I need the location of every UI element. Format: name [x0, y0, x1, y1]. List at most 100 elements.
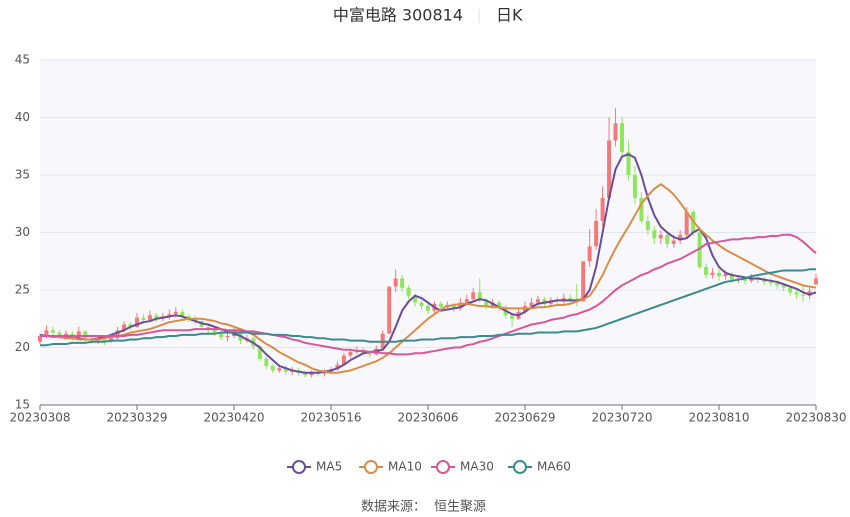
candle-body	[684, 211, 689, 235]
candle-body	[38, 336, 42, 342]
candle-body	[587, 246, 592, 262]
candle-body	[309, 372, 314, 376]
candle-body	[283, 368, 288, 372]
candle-body	[173, 311, 178, 315]
y-tick-label: 45	[15, 53, 30, 67]
candle-body	[219, 332, 224, 338]
candle-body	[63, 333, 68, 336]
candle-body	[387, 286, 392, 334]
grid: 15 20 25 30 35 40 45 20230308 20230329 20230420 20…	[9, 53, 846, 425]
period-label: 日K	[496, 6, 523, 25]
source-label: 数据来源：	[361, 500, 426, 515]
candle-body	[768, 281, 773, 284]
candle-body	[154, 315, 159, 319]
x-tick-label: 20230420	[203, 411, 264, 425]
candle-body	[678, 234, 683, 241]
legend-marker	[364, 460, 378, 474]
candle-body	[497, 302, 502, 308]
candle-body	[710, 272, 715, 276]
x-tick-label: 20230329	[106, 411, 167, 425]
legend-marker	[292, 460, 306, 474]
candle-body	[581, 261, 586, 302]
candle-body	[729, 273, 734, 280]
candle-body	[393, 278, 398, 287]
candle-body	[186, 316, 191, 319]
y-tick-label: 20	[15, 340, 30, 354]
x-tick-label: 20230720	[591, 411, 652, 425]
candle-body	[413, 295, 418, 303]
candle-body	[484, 300, 489, 307]
ma-line	[40, 233, 817, 356]
candle-body	[742, 278, 747, 281]
candle-body	[788, 287, 793, 293]
y-tick-label: 30	[15, 225, 30, 239]
candle-body	[568, 298, 573, 301]
candle-body	[277, 368, 282, 371]
candle-body	[115, 330, 120, 339]
legend-label: MA10	[388, 460, 422, 474]
candle-body	[471, 292, 476, 300]
y-tick-label: 25	[15, 283, 30, 297]
candle-body	[348, 352, 353, 356]
candle-body	[658, 234, 663, 239]
candle-body	[652, 230, 657, 239]
candle-body	[775, 283, 780, 286]
candle-body	[620, 123, 624, 152]
candle-body	[147, 315, 152, 320]
legend-label: MA30	[460, 460, 494, 474]
chart-title: 中富电路 300814	[333, 6, 463, 25]
candle-body	[535, 299, 540, 303]
candle-body	[50, 330, 55, 333]
candle-body	[671, 240, 676, 244]
candle-body	[83, 331, 88, 339]
candle-body	[807, 291, 812, 296]
candle-body	[607, 140, 612, 198]
candle-body	[122, 324, 127, 331]
candle-body	[270, 365, 275, 371]
candle-body	[626, 152, 631, 175]
candle-body	[645, 221, 650, 231]
x-tick-label: 20230629	[494, 411, 555, 425]
candle-body	[594, 221, 599, 247]
candle-body	[180, 311, 185, 317]
candle-body	[464, 299, 469, 303]
candle-body	[542, 299, 547, 304]
candle-body	[400, 278, 405, 288]
candle-body	[264, 359, 269, 366]
candle-body	[458, 302, 463, 309]
candle-body	[794, 292, 799, 295]
candle-body	[717, 272, 721, 277]
candle-body	[303, 372, 308, 376]
candle-body	[438, 303, 443, 308]
y-tick-label: 35	[15, 168, 30, 182]
candle-body	[102, 339, 107, 342]
candle-body	[704, 267, 709, 276]
candle-body	[406, 287, 411, 296]
x-tick-label: 20230830	[785, 411, 846, 425]
candle-body	[128, 324, 133, 327]
x-tick-label: 20230516	[300, 411, 361, 425]
candle-body	[44, 330, 49, 336]
candle-body	[451, 304, 456, 309]
x-tick-label: 20230810	[688, 411, 749, 425]
candle-body	[212, 330, 217, 333]
candle-body	[135, 317, 139, 327]
candle-body	[529, 302, 534, 307]
candle-body	[801, 294, 806, 296]
x-tick-label: 20230606	[397, 411, 458, 425]
candle-body	[367, 353, 372, 355]
legend: MA5 MA10 MA30 MA60	[287, 460, 571, 474]
x-tick-label: 20230308	[9, 411, 70, 425]
candle-body	[723, 273, 728, 277]
candle-body	[781, 285, 786, 288]
legend-marker	[513, 460, 527, 474]
legend-marker	[436, 460, 450, 474]
candle-body	[57, 332, 62, 336]
candle-body	[225, 336, 230, 338]
candle-body	[632, 175, 637, 198]
ma-lines	[39, 153, 817, 374]
ma-line	[39, 153, 817, 374]
candle-body	[697, 232, 702, 267]
candle-body	[257, 346, 262, 359]
